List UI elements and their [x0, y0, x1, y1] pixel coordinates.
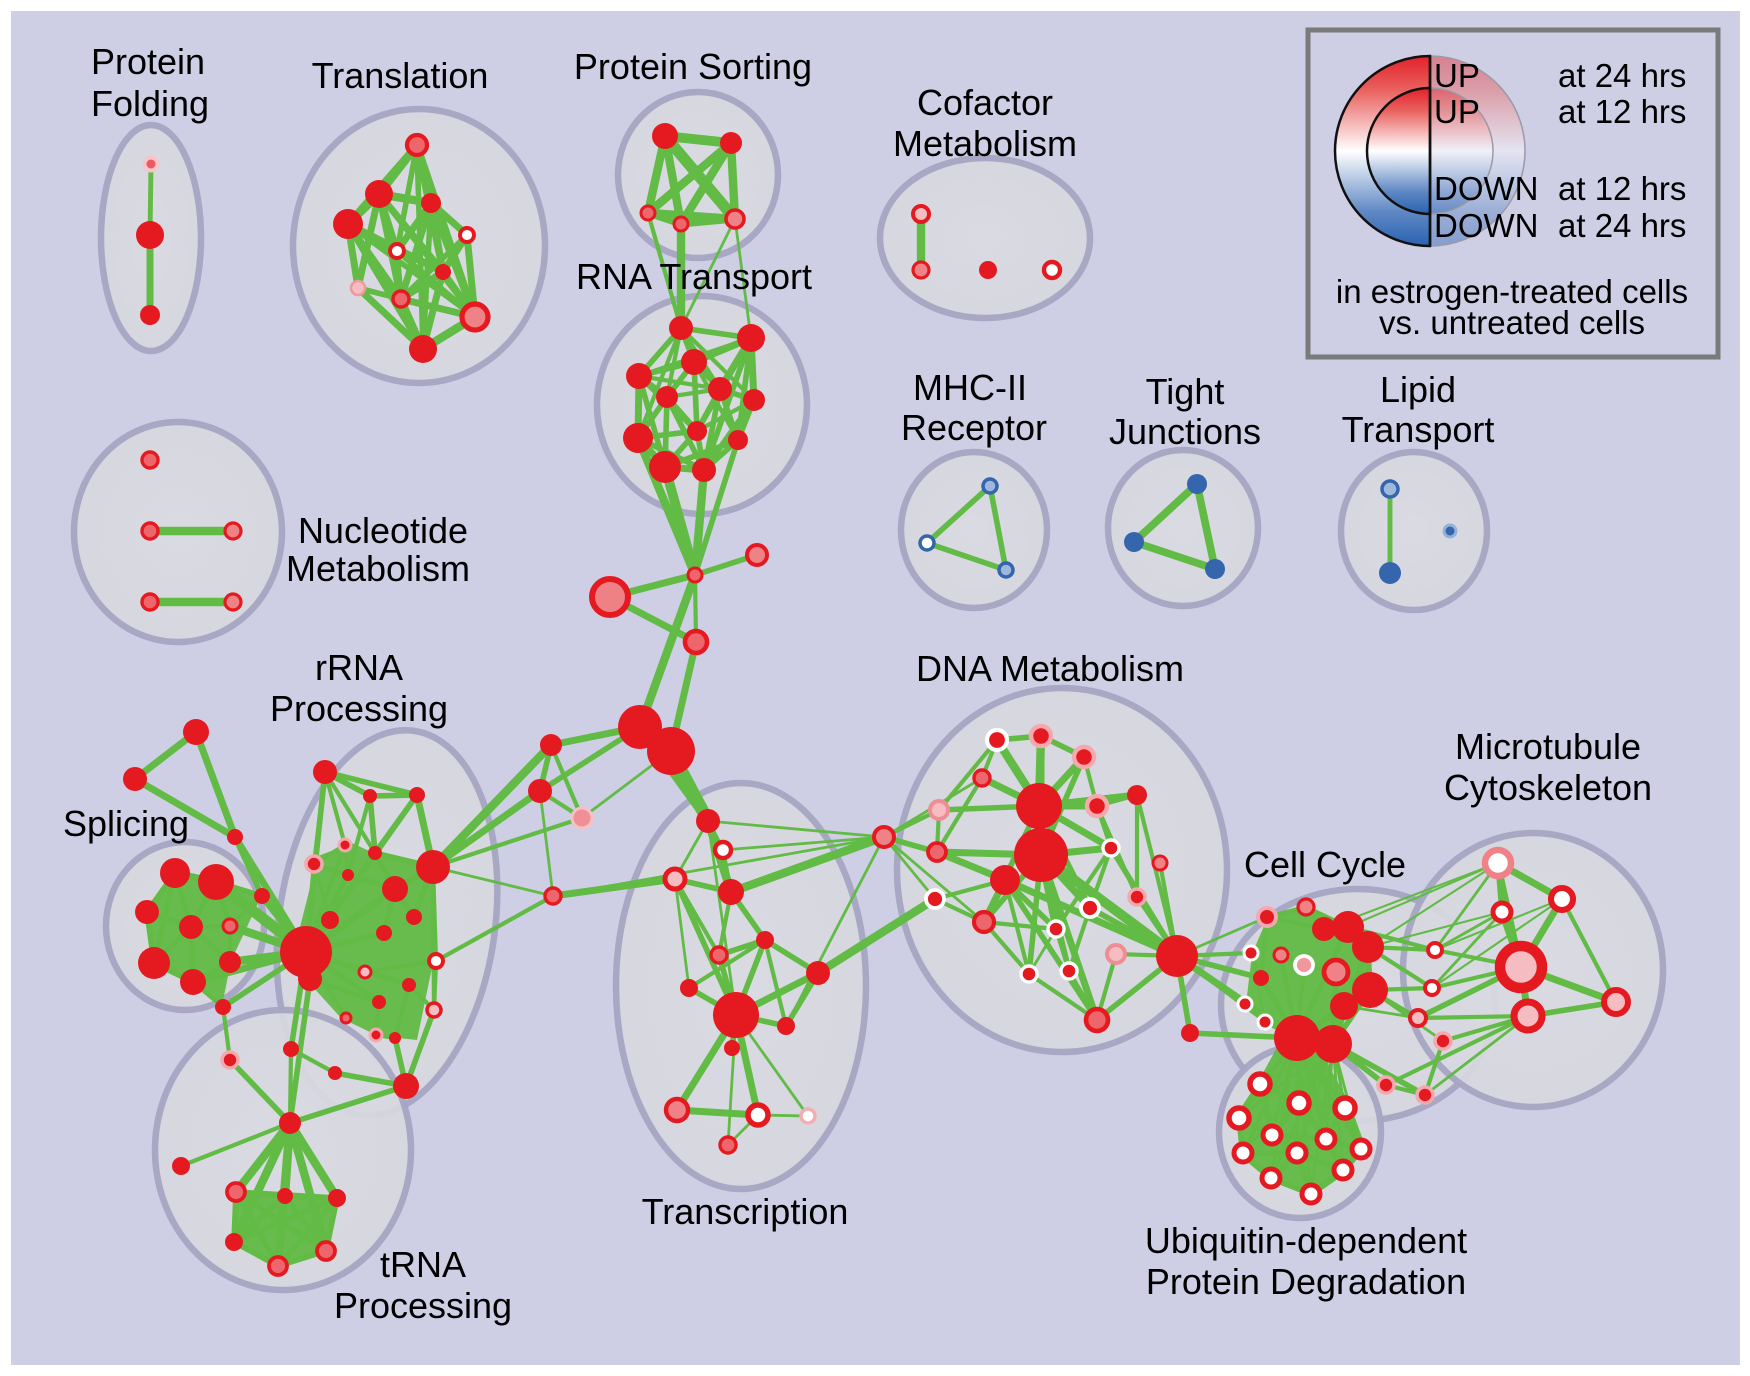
svg-text:at 12 hrs: at 12 hrs — [1558, 93, 1686, 130]
svg-text:tRNA: tRNA — [380, 1244, 466, 1285]
svg-text:Cofactor: Cofactor — [917, 82, 1053, 123]
svg-text:Protein: Protein — [91, 41, 205, 82]
svg-text:Protein Sorting: Protein Sorting — [574, 46, 812, 87]
svg-text:Lipid: Lipid — [1380, 369, 1456, 410]
svg-text:DOWN: DOWN — [1434, 207, 1538, 244]
svg-text:Cytoskeleton: Cytoskeleton — [1444, 767, 1652, 808]
svg-text:at 12 hrs: at 12 hrs — [1558, 170, 1686, 207]
svg-text:Cell Cycle: Cell Cycle — [1244, 844, 1406, 885]
svg-text:Nucleotide: Nucleotide — [298, 510, 468, 551]
svg-text:UP: UP — [1434, 57, 1480, 94]
svg-text:rRNA: rRNA — [315, 647, 403, 688]
svg-text:Processing: Processing — [270, 688, 448, 729]
svg-text:Tight: Tight — [1146, 371, 1225, 412]
svg-text:DOWN: DOWN — [1434, 170, 1538, 207]
svg-text:DNA Metabolism: DNA Metabolism — [916, 648, 1184, 689]
svg-text:Transport: Transport — [1342, 409, 1495, 450]
svg-text:Translation: Translation — [312, 55, 489, 96]
svg-text:Metabolism: Metabolism — [286, 548, 470, 589]
svg-text:RNA Transport: RNA Transport — [576, 256, 812, 297]
svg-text:vs. untreated cells: vs. untreated cells — [1379, 304, 1645, 341]
svg-text:at 24 hrs: at 24 hrs — [1558, 57, 1686, 94]
svg-text:Receptor: Receptor — [901, 407, 1047, 448]
svg-text:Protein Degradation: Protein Degradation — [1146, 1261, 1466, 1302]
svg-text:Junctions: Junctions — [1109, 411, 1261, 452]
svg-text:Ubiquitin-dependent: Ubiquitin-dependent — [1145, 1220, 1467, 1261]
svg-text:Transcription: Transcription — [642, 1191, 849, 1232]
svg-text:Processing: Processing — [334, 1285, 512, 1326]
svg-text:UP: UP — [1434, 93, 1480, 130]
svg-text:Metabolism: Metabolism — [893, 123, 1077, 164]
svg-text:MHC-II: MHC-II — [913, 367, 1027, 408]
svg-text:Splicing: Splicing — [63, 803, 189, 844]
svg-text:Microtubule: Microtubule — [1455, 726, 1641, 767]
svg-text:Folding: Folding — [91, 83, 209, 124]
svg-text:in estrogen-treated cells: in estrogen-treated cells — [1336, 273, 1688, 310]
svg-text:at 24 hrs: at 24 hrs — [1558, 207, 1686, 244]
